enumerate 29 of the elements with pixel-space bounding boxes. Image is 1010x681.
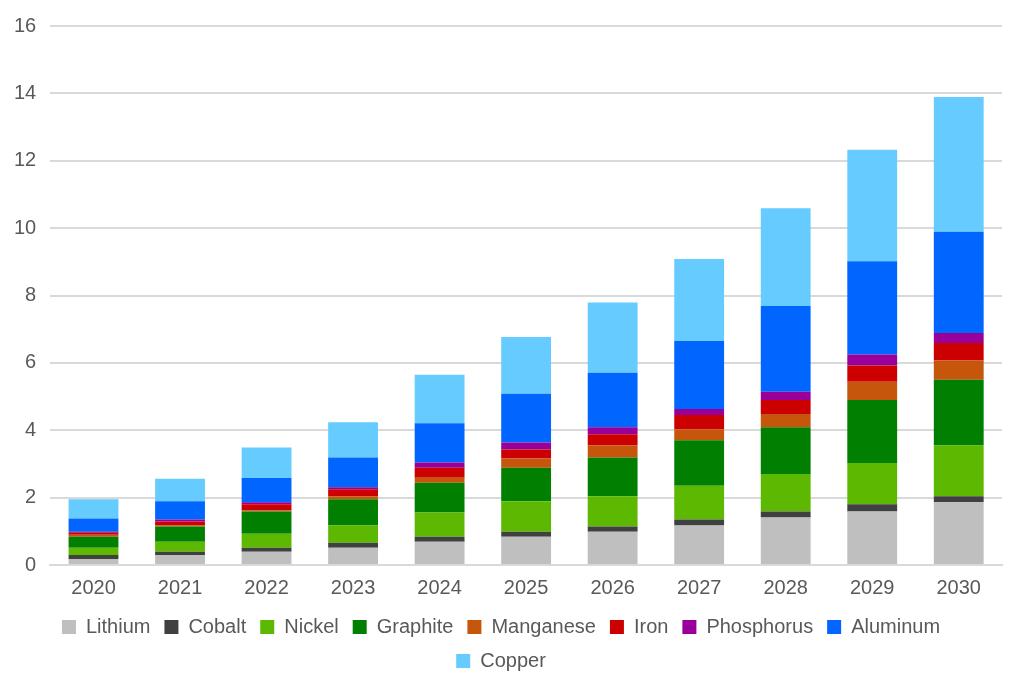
y-tick-label: 16 — [14, 13, 37, 36]
y-tick-label: 4 — [25, 417, 37, 440]
legend-label: Iron — [633, 614, 669, 637]
x-tick-label: 2024 — [417, 575, 462, 598]
legend-label: Lithium — [85, 614, 151, 637]
x-tick-label: 2022 — [244, 575, 289, 598]
x-tick-label: 2020 — [71, 575, 116, 598]
y-tick-label: 0 — [25, 552, 37, 575]
x-tick-label: 2026 — [590, 575, 635, 598]
y-tick-label: 10 — [14, 215, 37, 238]
y-tick-label: 2 — [25, 485, 37, 508]
y-tick-label: 8 — [25, 283, 37, 306]
x-tick-label: 2025 — [503, 575, 549, 598]
x-tick-label: 2027 — [676, 575, 722, 598]
legend-label: Copper — [480, 648, 547, 671]
legend-label: Aluminum — [851, 614, 941, 637]
legend-label: Cobalt — [188, 614, 247, 637]
x-tick-label: 2023 — [330, 575, 376, 598]
x-tick-label: 2029 — [849, 575, 895, 598]
x-tick-label: 2028 — [763, 575, 808, 598]
legend-label: Nickel — [284, 614, 339, 637]
x-tick-label: 2021 — [157, 575, 203, 598]
legend-label: Phosphorus — [706, 614, 814, 637]
legend-label: Graphite — [376, 614, 454, 637]
y-tick-label: 12 — [14, 148, 37, 171]
legend-label: Manganese — [491, 614, 596, 637]
y-tick-label: 6 — [25, 350, 37, 373]
x-tick-label: 2030 — [936, 575, 981, 598]
y-tick-label: 14 — [14, 80, 37, 103]
